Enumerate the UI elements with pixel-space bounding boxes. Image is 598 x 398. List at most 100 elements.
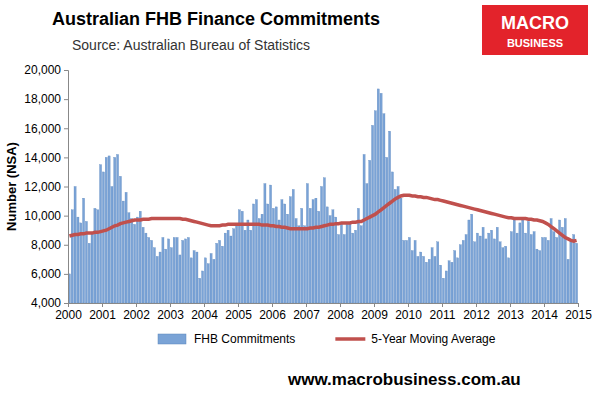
tick-mark xyxy=(340,303,341,307)
tick-label: 2005 xyxy=(225,308,252,322)
bar xyxy=(318,211,320,303)
bar xyxy=(576,243,578,303)
bar xyxy=(349,223,351,303)
tick: 2013 xyxy=(497,303,524,322)
tick-label: 12,000 xyxy=(24,180,61,194)
bar xyxy=(491,230,493,303)
tick-mark xyxy=(510,303,511,307)
bar xyxy=(352,233,354,303)
bar xyxy=(148,237,150,303)
bar xyxy=(156,256,158,303)
bar xyxy=(261,214,263,303)
bar xyxy=(346,224,348,303)
bar xyxy=(224,233,226,303)
logo-text: MACRO xyxy=(501,13,569,33)
tick: 2009 xyxy=(361,303,388,322)
bar xyxy=(510,232,512,303)
bar xyxy=(193,251,195,303)
tick-label: 2014 xyxy=(531,308,558,322)
bar xyxy=(360,226,362,303)
tick-mark xyxy=(170,303,171,307)
bar xyxy=(499,242,501,303)
bar xyxy=(457,258,459,303)
line xyxy=(69,195,576,241)
bar xyxy=(496,227,498,303)
tick-label: 2010 xyxy=(395,308,422,322)
tick-label: 2004 xyxy=(191,308,218,322)
tick: 18,000 xyxy=(24,92,68,106)
tick-label: 16,000 xyxy=(24,122,61,136)
bar xyxy=(397,187,399,304)
bar xyxy=(414,240,416,303)
tick-label: 2006 xyxy=(259,308,286,322)
bar xyxy=(145,233,147,303)
bar xyxy=(380,93,382,303)
bar xyxy=(170,248,172,303)
bar xyxy=(340,223,342,303)
bar xyxy=(153,248,155,303)
bar xyxy=(182,240,184,303)
bar xyxy=(159,252,161,303)
tick-mark xyxy=(238,303,239,307)
tick-label: 20,000 xyxy=(24,63,61,77)
bar xyxy=(185,239,187,303)
bar xyxy=(445,271,447,303)
bar xyxy=(493,239,495,303)
tick-label: 2002 xyxy=(123,308,150,322)
bar xyxy=(442,278,444,303)
legend-label: FHB Commitments xyxy=(194,332,295,346)
bar xyxy=(522,220,524,303)
tick-label: 2001 xyxy=(89,308,116,322)
bar xyxy=(462,240,464,303)
bar xyxy=(301,208,303,303)
bar xyxy=(539,251,541,303)
bar xyxy=(275,207,277,303)
bar xyxy=(406,240,408,303)
bar xyxy=(505,246,507,303)
tick: 2001 xyxy=(89,303,116,322)
plot-area xyxy=(68,89,577,303)
tick: 2002 xyxy=(123,303,150,322)
tick-label: 6,000 xyxy=(31,267,61,281)
subtitle: Source: Australian Bureau of Statistics xyxy=(72,37,310,53)
bar xyxy=(321,187,323,304)
bar xyxy=(573,235,575,303)
bar xyxy=(221,246,223,303)
bar xyxy=(527,221,529,303)
bar xyxy=(213,259,215,303)
bar xyxy=(564,219,566,303)
bar xyxy=(448,261,450,303)
bar xyxy=(210,253,212,303)
bar xyxy=(519,223,521,303)
tick-mark xyxy=(64,70,68,71)
bar xyxy=(423,256,425,303)
bar xyxy=(508,258,510,303)
tick-mark xyxy=(136,303,137,307)
tick-label: 2009 xyxy=(361,308,388,322)
bar xyxy=(485,239,487,303)
bar xyxy=(482,227,484,303)
tick: 10,000 xyxy=(24,209,68,223)
bar xyxy=(278,220,280,303)
bar xyxy=(100,165,102,303)
bar xyxy=(338,235,340,303)
tick-mark xyxy=(476,303,477,307)
tick: 2008 xyxy=(327,303,354,322)
bar xyxy=(525,233,527,303)
bar xyxy=(289,197,291,303)
bar xyxy=(377,89,379,303)
bar xyxy=(244,230,246,303)
legend-swatch xyxy=(335,337,365,341)
tick-mark xyxy=(408,303,409,307)
bar xyxy=(298,226,300,303)
bar xyxy=(411,251,413,303)
chart: Australian FHB Finance CommitmentsSource… xyxy=(0,0,598,398)
bar xyxy=(77,217,79,303)
bar xyxy=(236,224,238,303)
bar xyxy=(386,157,388,303)
bar xyxy=(199,278,201,303)
bar xyxy=(400,198,402,303)
bar xyxy=(292,189,294,303)
bar xyxy=(530,235,532,303)
tick-label: 2008 xyxy=(327,308,354,322)
